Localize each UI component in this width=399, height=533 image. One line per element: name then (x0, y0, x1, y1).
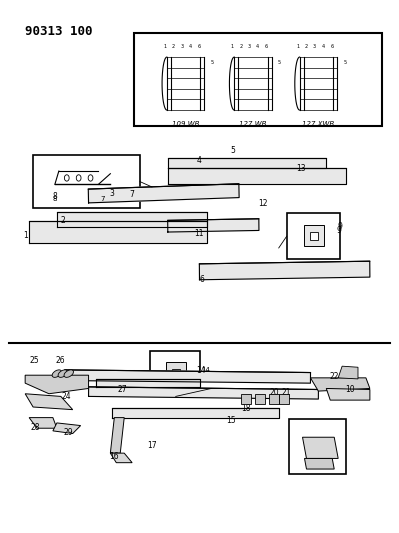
Bar (134, 33, 382, 126)
Text: 19: 19 (255, 395, 265, 405)
Text: 29: 29 (63, 428, 73, 437)
Text: 18: 18 (241, 403, 251, 413)
Polygon shape (89, 387, 318, 399)
Polygon shape (304, 458, 334, 469)
Bar (288, 419, 346, 474)
Polygon shape (65, 370, 310, 383)
Text: 21: 21 (281, 387, 290, 397)
Text: 15: 15 (226, 416, 236, 425)
Ellipse shape (64, 370, 73, 377)
Text: 22: 22 (330, 372, 339, 381)
Polygon shape (97, 379, 200, 387)
Text: 6: 6 (198, 44, 201, 49)
Text: 2: 2 (239, 44, 242, 49)
Text: 7: 7 (100, 196, 105, 202)
Polygon shape (168, 158, 326, 168)
Text: 1: 1 (231, 44, 234, 49)
Text: 3: 3 (110, 189, 115, 198)
Polygon shape (279, 394, 288, 405)
Polygon shape (25, 375, 89, 394)
Text: 17: 17 (147, 441, 157, 450)
Text: 2: 2 (172, 44, 175, 49)
Bar (172, 369, 180, 378)
Ellipse shape (52, 370, 61, 377)
Text: 3: 3 (248, 44, 251, 49)
Text: 8: 8 (53, 192, 57, 201)
Text: 8: 8 (53, 196, 57, 202)
Text: 127 WB: 127 WB (239, 120, 267, 127)
Polygon shape (338, 366, 358, 379)
Text: 1: 1 (296, 44, 299, 49)
Text: 24: 24 (62, 392, 71, 401)
Polygon shape (88, 184, 239, 203)
Bar (310, 231, 318, 240)
Polygon shape (255, 394, 265, 405)
Bar (166, 362, 186, 385)
Text: 3: 3 (180, 44, 184, 49)
Text: 25: 25 (29, 357, 39, 366)
Text: 5: 5 (210, 60, 213, 65)
Text: 109 WB: 109 WB (172, 120, 200, 127)
Text: 28: 28 (30, 423, 40, 432)
Polygon shape (29, 418, 57, 428)
Polygon shape (53, 423, 81, 433)
Text: 12: 12 (258, 199, 268, 208)
Text: 27: 27 (117, 385, 127, 394)
Ellipse shape (58, 370, 67, 377)
Polygon shape (111, 418, 124, 453)
Text: 16: 16 (109, 452, 119, 461)
Text: 9: 9 (338, 222, 342, 231)
Bar (150, 351, 200, 397)
Text: 90313 100: 90313 100 (25, 25, 93, 38)
Polygon shape (57, 212, 207, 227)
Text: 4: 4 (197, 156, 202, 165)
Text: 14: 14 (201, 367, 210, 373)
Text: 6: 6 (199, 275, 204, 284)
Text: 9: 9 (336, 226, 342, 235)
Text: 5: 5 (231, 147, 236, 156)
Text: 4: 4 (189, 44, 192, 49)
Polygon shape (25, 394, 73, 410)
Polygon shape (269, 394, 279, 405)
Bar (304, 225, 324, 246)
Polygon shape (168, 219, 259, 232)
Text: 3: 3 (313, 44, 316, 49)
Text: 6: 6 (265, 44, 268, 49)
Polygon shape (310, 378, 370, 391)
Text: 2: 2 (304, 44, 308, 49)
Polygon shape (29, 221, 207, 243)
Text: 7: 7 (130, 190, 134, 199)
Text: 10: 10 (345, 385, 355, 394)
Polygon shape (111, 453, 132, 463)
Polygon shape (241, 394, 251, 405)
Bar (286, 214, 340, 259)
Text: 6: 6 (330, 44, 333, 49)
Text: 23: 23 (312, 460, 321, 469)
Polygon shape (168, 168, 346, 184)
Polygon shape (302, 437, 338, 458)
Text: 5: 5 (343, 60, 346, 65)
Text: 14: 14 (197, 367, 206, 375)
Bar (33, 155, 140, 208)
Polygon shape (326, 389, 370, 400)
Text: 1: 1 (23, 231, 28, 240)
Text: 4: 4 (322, 44, 325, 49)
Text: 5: 5 (278, 60, 281, 65)
Text: 26: 26 (55, 357, 65, 366)
Text: 2: 2 (60, 216, 65, 225)
Text: 4: 4 (256, 44, 259, 49)
Polygon shape (200, 261, 370, 280)
Polygon shape (113, 408, 279, 418)
Text: 13: 13 (296, 164, 305, 173)
Text: 127 XWB: 127 XWB (302, 120, 334, 127)
Text: 11: 11 (194, 229, 203, 238)
Text: 1: 1 (163, 44, 166, 49)
Text: 20: 20 (269, 387, 279, 397)
